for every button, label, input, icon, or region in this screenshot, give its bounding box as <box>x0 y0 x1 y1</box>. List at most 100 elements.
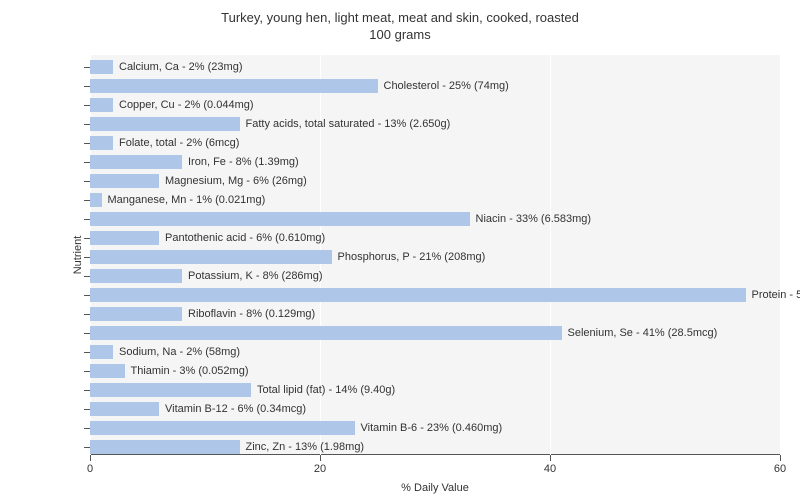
bar-label: Zinc, Zn - 13% (1.98mg) <box>246 440 365 454</box>
y-tick <box>84 447 90 448</box>
bar-label: Calcium, Ca - 2% (23mg) <box>119 60 242 74</box>
y-tick <box>84 257 90 258</box>
bar-row: Phosphorus, P - 21% (208mg) <box>90 250 780 264</box>
y-tick <box>84 200 90 201</box>
nutrient-chart: Turkey, young hen, light meat, meat and … <box>0 0 800 500</box>
bar-label: Manganese, Mn - 1% (0.021mg) <box>108 193 266 207</box>
y-axis-label: Nutrient <box>72 236 84 275</box>
y-tick <box>84 276 90 277</box>
bar-label: Potassium, K - 8% (286mg) <box>188 269 323 283</box>
bar-row: Niacin - 33% (6.583mg) <box>90 212 780 226</box>
bar-row: Folate, total - 2% (6mcg) <box>90 136 780 150</box>
bar-row: Vitamin B-12 - 6% (0.34mcg) <box>90 402 780 416</box>
bar-row: Protein - 57% (28.64g) <box>90 288 780 302</box>
bar-row: Pantothenic acid - 6% (0.610mg) <box>90 231 780 245</box>
chart-title-line2: 100 grams <box>0 27 800 44</box>
bar-label: Protein - 57% (28.64g) <box>752 288 800 302</box>
bar-label: Riboflavin - 8% (0.129mg) <box>188 307 315 321</box>
bar-label: Copper, Cu - 2% (0.044mg) <box>119 98 254 112</box>
bar-label: Pantothenic acid - 6% (0.610mg) <box>165 231 325 245</box>
plot-area: 0204060Calcium, Ca - 2% (23mg)Cholestero… <box>90 55 780 455</box>
bar-label: Thiamin - 3% (0.052mg) <box>131 364 249 378</box>
y-tick <box>84 162 90 163</box>
bar-row: Iron, Fe - 8% (1.39mg) <box>90 155 780 169</box>
y-tick <box>84 390 90 391</box>
bar-label: Vitamin B-6 - 23% (0.460mg) <box>361 421 503 435</box>
bar-row: Cholesterol - 25% (74mg) <box>90 79 780 93</box>
bar-label: Folate, total - 2% (6mcg) <box>119 136 239 150</box>
y-tick <box>84 143 90 144</box>
nutrient-bar <box>90 345 113 359</box>
bar-row: Thiamin - 3% (0.052mg) <box>90 364 780 378</box>
nutrient-bar <box>90 155 182 169</box>
y-tick <box>84 352 90 353</box>
bar-label: Magnesium, Mg - 6% (26mg) <box>165 174 307 188</box>
nutrient-bar <box>90 402 159 416</box>
nutrient-bar <box>90 440 240 454</box>
x-axis-label: % Daily Value <box>401 482 469 494</box>
y-tick <box>84 124 90 125</box>
y-tick <box>84 181 90 182</box>
y-tick <box>84 295 90 296</box>
bar-label: Phosphorus, P - 21% (208mg) <box>338 250 486 264</box>
nutrient-bar <box>90 288 746 302</box>
x-tick <box>320 455 321 461</box>
nutrient-bar <box>90 193 102 207</box>
nutrient-bar <box>90 136 113 150</box>
bar-label: Iron, Fe - 8% (1.39mg) <box>188 155 299 169</box>
y-tick <box>84 371 90 372</box>
nutrient-bar <box>90 231 159 245</box>
chart-title-line1: Turkey, young hen, light meat, meat and … <box>0 10 800 27</box>
bar-row: Magnesium, Mg - 6% (26mg) <box>90 174 780 188</box>
y-tick <box>84 238 90 239</box>
nutrient-bar <box>90 421 355 435</box>
x-tick <box>90 455 91 461</box>
bar-label: Niacin - 33% (6.583mg) <box>476 212 592 226</box>
bar-row: Copper, Cu - 2% (0.044mg) <box>90 98 780 112</box>
gridline <box>780 55 781 455</box>
x-tick <box>550 455 551 461</box>
nutrient-bar <box>90 250 332 264</box>
x-tick-label: 0 <box>87 463 93 475</box>
nutrient-bar <box>90 98 113 112</box>
bar-label: Cholesterol - 25% (74mg) <box>384 79 509 93</box>
nutrient-bar <box>90 117 240 131</box>
nutrient-bar <box>90 307 182 321</box>
bar-label: Sodium, Na - 2% (58mg) <box>119 345 240 359</box>
nutrient-bar <box>90 79 378 93</box>
y-tick <box>84 219 90 220</box>
bar-row: Selenium, Se - 41% (28.5mcg) <box>90 326 780 340</box>
x-tick-label: 20 <box>314 463 326 475</box>
nutrient-bar <box>90 269 182 283</box>
nutrient-bar <box>90 212 470 226</box>
bar-row: Sodium, Na - 2% (58mg) <box>90 345 780 359</box>
y-tick <box>84 409 90 410</box>
y-tick <box>84 333 90 334</box>
nutrient-bar <box>90 60 113 74</box>
x-tick <box>780 455 781 461</box>
bar-row: Potassium, K - 8% (286mg) <box>90 269 780 283</box>
nutrient-bar <box>90 326 562 340</box>
bar-row: Manganese, Mn - 1% (0.021mg) <box>90 193 780 207</box>
y-tick <box>84 86 90 87</box>
bar-row: Vitamin B-6 - 23% (0.460mg) <box>90 421 780 435</box>
x-tick-label: 40 <box>544 463 556 475</box>
nutrient-bar <box>90 174 159 188</box>
bar-label: Selenium, Se - 41% (28.5mcg) <box>568 326 718 340</box>
x-tick-label: 60 <box>774 463 786 475</box>
bar-label: Fatty acids, total saturated - 13% (2.65… <box>246 117 451 131</box>
y-tick <box>84 105 90 106</box>
y-tick <box>84 67 90 68</box>
bar-row: Riboflavin - 8% (0.129mg) <box>90 307 780 321</box>
chart-title: Turkey, young hen, light meat, meat and … <box>0 10 800 44</box>
y-tick <box>84 314 90 315</box>
nutrient-bar <box>90 383 251 397</box>
bar-label: Total lipid (fat) - 14% (9.40g) <box>257 383 395 397</box>
bar-label: Vitamin B-12 - 6% (0.34mcg) <box>165 402 306 416</box>
y-tick <box>84 428 90 429</box>
bar-row: Total lipid (fat) - 14% (9.40g) <box>90 383 780 397</box>
nutrient-bar <box>90 364 125 378</box>
bar-row: Calcium, Ca - 2% (23mg) <box>90 60 780 74</box>
bar-row: Fatty acids, total saturated - 13% (2.65… <box>90 117 780 131</box>
bar-row: Zinc, Zn - 13% (1.98mg) <box>90 440 780 454</box>
